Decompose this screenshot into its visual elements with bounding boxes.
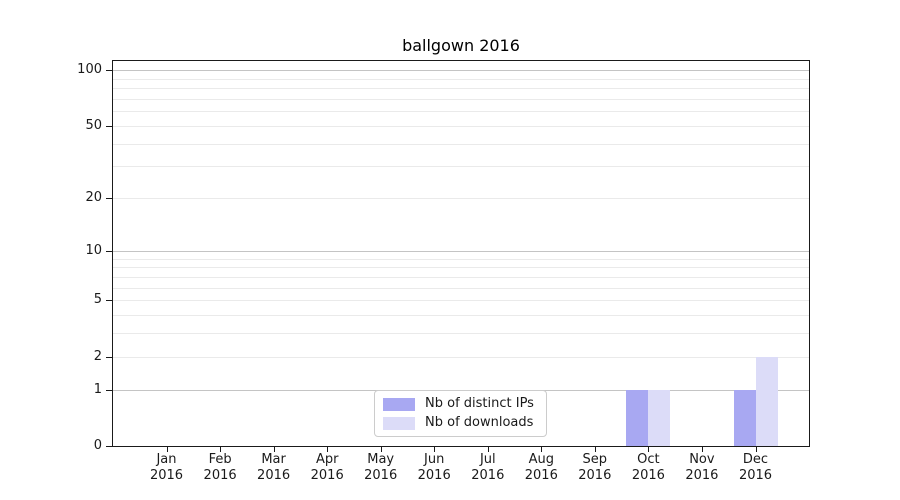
x-tick-mark — [755, 447, 757, 452]
x-tick-label-line: 2016 — [364, 468, 398, 483]
legend-item-distinct-ips: Nb of distinct IPs — [383, 397, 534, 411]
x-tick-label-line: Nov — [689, 452, 715, 467]
y-tick-label: 5 — [93, 292, 102, 308]
x-tick-label-line: Oct — [637, 452, 660, 467]
gridline-minor — [113, 111, 809, 113]
plot-area: Nb of distinct IPs Nb of downloads — [112, 60, 810, 447]
y-tick-label: 50 — [85, 117, 102, 133]
bar-downloads — [755, 356, 778, 446]
gridline-minor — [113, 166, 809, 168]
x-tick-label-line: Dec — [742, 452, 769, 467]
x-tick-label-line: May — [367, 452, 395, 467]
x-tick-label: Apr 2016 — [295, 452, 359, 484]
x-tick-mark — [541, 447, 543, 452]
x-tick-label-line: 2016 — [310, 468, 344, 483]
bar-downloads — [648, 389, 671, 446]
x-tick-label-line: Apr — [315, 452, 339, 467]
bar-distinct-ips — [733, 389, 756, 446]
x-tick-label: Aug 2016 — [509, 452, 573, 484]
gridline-minor — [113, 300, 809, 302]
x-tick-label: Sep 2016 — [563, 452, 627, 484]
x-tick-label: May 2016 — [349, 452, 413, 484]
x-tick-label-line: 2016 — [203, 468, 237, 483]
x-tick-label-line: Mar — [261, 452, 286, 467]
x-tick-label-line: 2016 — [738, 468, 773, 483]
y-tick-label: 10 — [85, 242, 102, 258]
gridline-minor — [113, 78, 809, 80]
x-tick-label-line: 2016 — [631, 468, 665, 483]
x-tick-label-line: 2016 — [471, 468, 505, 483]
x-tick-mark — [594, 447, 596, 452]
gridline-minor — [113, 98, 809, 100]
x-tick-mark — [701, 447, 703, 452]
legend: Nb of distinct IPs Nb of downloads — [374, 390, 547, 437]
y-tick-mark — [106, 300, 113, 302]
y-tick-mark — [106, 446, 113, 447]
x-tick-label: Nov 2016 — [670, 452, 734, 484]
x-tick-mark — [380, 447, 382, 452]
x-tick-label-line: Feb — [208, 452, 232, 467]
x-tick-label-line: 2016 — [578, 468, 612, 483]
x-tick-label: Oct 2016 — [616, 452, 680, 484]
y-tick-mark — [106, 250, 113, 252]
x-tick-label-line: Jul — [479, 452, 496, 467]
x-tick-mark — [166, 447, 168, 452]
x-tick-label-line: 2016 — [417, 468, 451, 483]
x-tick-label-line: Aug — [528, 452, 554, 467]
x-tick-label: Jul 2016 — [456, 452, 520, 484]
x-tick-mark — [327, 447, 329, 452]
y-tick-label: 0 — [93, 438, 102, 453]
gridline-minor — [113, 267, 809, 269]
x-tick-mark — [220, 447, 222, 452]
gridline-minor — [113, 198, 809, 200]
x-tick-label: Dec 2016 — [724, 452, 788, 484]
x-tick-mark — [487, 447, 489, 452]
x-tick-label-line: 2016 — [257, 468, 291, 483]
legend-swatch-downloads-icon — [383, 416, 415, 430]
x-tick-label-line: 2016 — [685, 468, 719, 483]
gridline-minor — [113, 333, 809, 335]
x-tick-label-line: Jun — [424, 452, 445, 467]
gridline-minor — [113, 287, 809, 289]
chart-title: ballgown 2016 — [402, 36, 520, 55]
legend-swatch-distinct-ips-icon — [383, 397, 415, 411]
y-tick-label: 100 — [77, 62, 102, 78]
x-tick-mark — [434, 447, 436, 452]
gridline-minor — [113, 314, 809, 316]
x-tick-label: Feb 2016 — [188, 452, 252, 484]
x-tick-label: Jan 2016 — [135, 452, 199, 484]
x-tick-mark — [648, 447, 650, 452]
y-tick-mark — [106, 70, 113, 72]
gridline-minor — [113, 258, 809, 260]
gridline-minor — [113, 356, 809, 358]
legend-label-downloads: Nb of downloads — [425, 415, 534, 430]
y-tick-mark — [106, 389, 113, 391]
x-tick-label: Jun 2016 — [402, 452, 466, 484]
gridline-minor — [113, 143, 809, 145]
bar-distinct-ips — [626, 389, 649, 446]
gridline-minor — [113, 276, 809, 278]
y-tick-label: 20 — [85, 190, 102, 206]
x-tick-label-line: 2016 — [524, 468, 558, 483]
y-tick-mark — [106, 198, 113, 200]
legend-item-downloads: Nb of downloads — [383, 416, 534, 430]
legend-label-distinct-ips: Nb of distinct IPs — [425, 396, 534, 411]
y-tick-mark — [106, 356, 113, 358]
gridline-minor — [113, 88, 809, 90]
x-tick-label-line: Jan — [156, 452, 177, 467]
y-tick-label: 1 — [93, 381, 102, 397]
gridline-major — [113, 250, 809, 252]
gridline-major — [113, 70, 809, 72]
x-tick-label-line: 2016 — [149, 468, 184, 483]
y-tick-mark — [106, 125, 113, 127]
gridline-minor — [113, 125, 809, 127]
y-tick-label: 2 — [93, 348, 102, 364]
x-tick-label: Mar 2016 — [242, 452, 306, 484]
x-tick-mark — [273, 447, 275, 452]
x-tick-label-line: Sep — [582, 452, 608, 467]
